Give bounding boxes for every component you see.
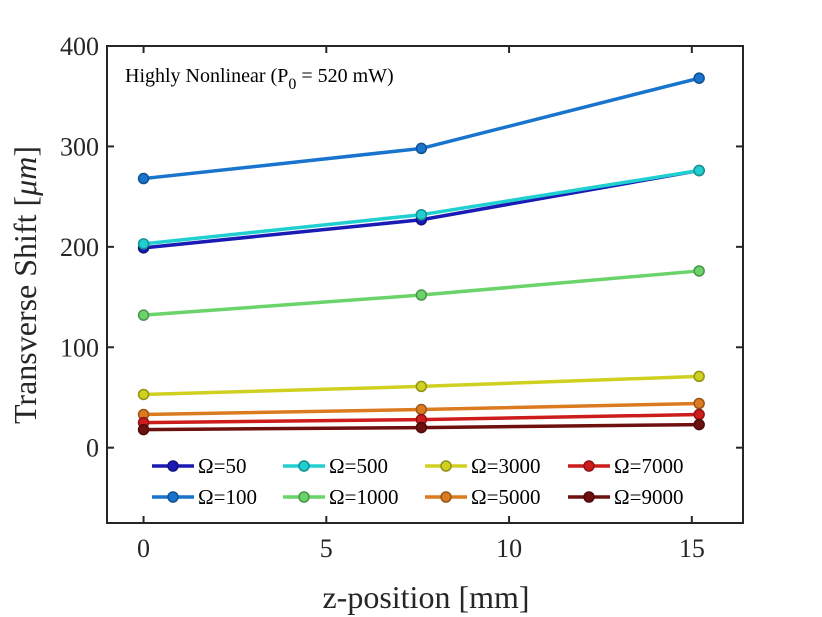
y-tick-label: 200 bbox=[60, 233, 99, 262]
y-tick-label: 100 bbox=[60, 333, 99, 362]
legend-swatch-marker bbox=[440, 491, 452, 503]
legend-item: Ω=500 bbox=[283, 454, 388, 478]
legend-item: Ω=100 bbox=[152, 485, 257, 509]
y-tick-label: 0 bbox=[86, 434, 99, 463]
legend-swatch-marker bbox=[167, 460, 179, 472]
x-tick-label: 15 bbox=[679, 534, 705, 563]
data-point bbox=[693, 408, 705, 421]
legend-swatch-marker bbox=[583, 491, 595, 503]
legend-swatch-marker bbox=[583, 460, 595, 472]
legend-item: Ω=3000 bbox=[425, 454, 540, 478]
x-tick-label: 5 bbox=[320, 534, 333, 563]
legend-item: Ω=5000 bbox=[425, 485, 540, 509]
data-point bbox=[415, 208, 428, 221]
legend-label: Ω=3000 bbox=[471, 454, 540, 478]
x-tick-label: 10 bbox=[496, 534, 522, 563]
legend-label: Ω=500 bbox=[329, 454, 388, 478]
data-point bbox=[415, 380, 428, 393]
data-point bbox=[693, 397, 705, 410]
series-points bbox=[137, 72, 705, 436]
x-tick-label: 0 bbox=[137, 534, 150, 563]
data-point bbox=[415, 142, 428, 155]
chart-annotation: Highly Nonlinear (P0 = 520 mW) bbox=[125, 65, 394, 93]
data-point bbox=[693, 164, 705, 177]
legend-label: Ω=50 bbox=[198, 454, 246, 478]
axis-ticks: 0 5 10 15 0 100 200 300 400 bbox=[60, 32, 743, 563]
data-point bbox=[415, 403, 428, 416]
data-point bbox=[693, 370, 705, 383]
legend-label: Ω=9000 bbox=[614, 485, 683, 509]
data-point bbox=[693, 72, 705, 84]
data-point bbox=[137, 309, 150, 321]
legend-item: Ω=50 bbox=[152, 454, 246, 478]
data-point bbox=[693, 418, 705, 431]
data-point bbox=[693, 265, 705, 277]
legend-label: Ω=5000 bbox=[471, 485, 540, 509]
data-point bbox=[137, 172, 150, 185]
data-point bbox=[137, 423, 150, 436]
series-lines bbox=[143, 76, 700, 432]
legend-swatch-marker bbox=[440, 460, 452, 472]
legend-swatch-marker bbox=[167, 491, 179, 503]
data-point bbox=[415, 421, 428, 434]
legend-swatch-marker bbox=[298, 491, 310, 503]
legend-label: Ω=1000 bbox=[329, 485, 398, 509]
legend-item: Ω=7000 bbox=[568, 454, 683, 478]
legend-item: Ω=1000 bbox=[283, 485, 398, 509]
data-point bbox=[137, 238, 150, 250]
series-line bbox=[143, 168, 700, 246]
data-point bbox=[415, 289, 428, 301]
y-tick-label: 400 bbox=[60, 32, 99, 61]
legend: Ω=50 Ω=100 Ω=500 Ω=1000 Ω=3000 Ω=5000 Ω=7000 Ω=… bbox=[152, 454, 683, 509]
series-line bbox=[143, 76, 700, 181]
legend-swatch-marker bbox=[298, 460, 310, 472]
y-tick-label: 300 bbox=[60, 132, 99, 161]
y-axis-label: Transverse Shift [μm] bbox=[7, 146, 43, 424]
data-point bbox=[137, 388, 150, 401]
legend-label: Ω=7000 bbox=[614, 454, 683, 478]
x-axis-label: z-position [mm] bbox=[322, 579, 529, 615]
legend-label: Ω=100 bbox=[198, 485, 257, 509]
axes-box bbox=[106, 45, 744, 524]
legend-item: Ω=9000 bbox=[568, 485, 683, 509]
